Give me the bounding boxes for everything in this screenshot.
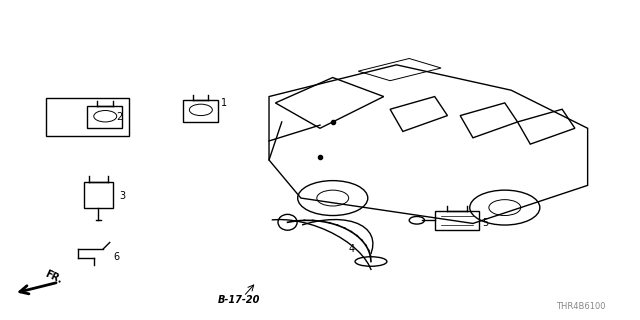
Text: B-17-20: B-17-20 xyxy=(218,295,260,305)
Text: 6: 6 xyxy=(113,252,119,262)
Bar xyxy=(46,98,129,136)
Text: FR.: FR. xyxy=(43,268,63,285)
Text: 1: 1 xyxy=(221,98,227,108)
Text: 4: 4 xyxy=(349,244,355,254)
Text: 5: 5 xyxy=(483,219,489,228)
Text: THR4B6100: THR4B6100 xyxy=(556,302,605,311)
Text: 3: 3 xyxy=(119,191,125,202)
Text: 2: 2 xyxy=(116,112,122,122)
